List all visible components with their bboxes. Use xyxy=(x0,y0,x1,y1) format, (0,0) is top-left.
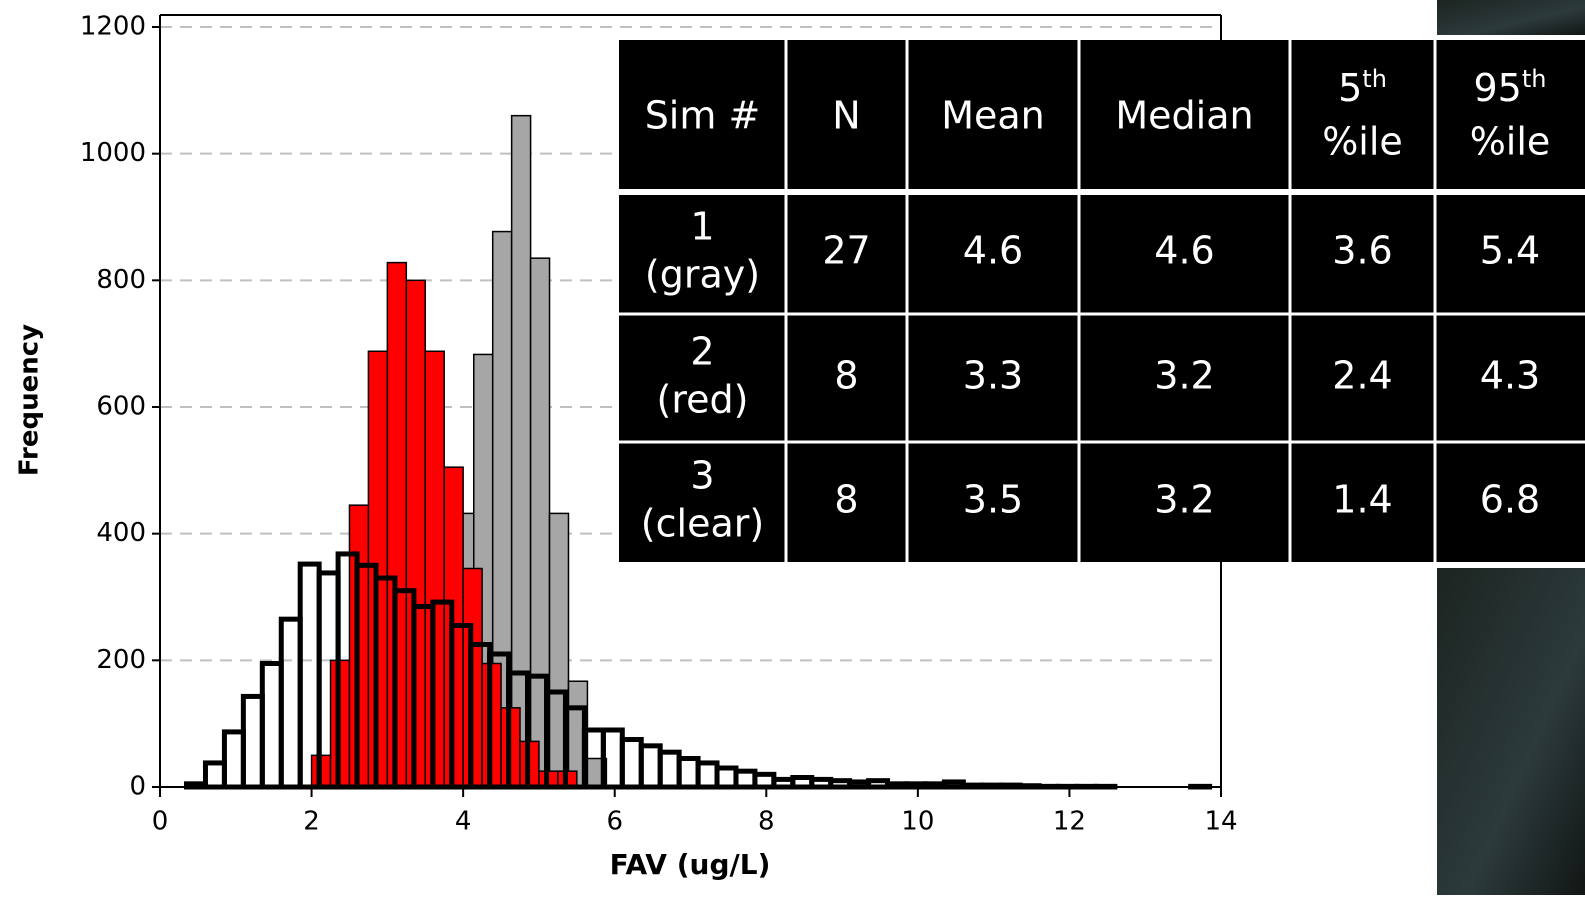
x-tick-label: 12 xyxy=(1053,807,1086,837)
table-cell: 3.2 xyxy=(1154,354,1214,398)
histogram-bar xyxy=(278,616,303,790)
histogram-bar xyxy=(695,760,720,790)
y-axis-title: Frequency xyxy=(15,324,45,476)
histogram-bar xyxy=(297,561,322,790)
y-tick-label: 1200 xyxy=(80,12,146,42)
header-cell: Sim # xyxy=(645,94,761,138)
photo-strip xyxy=(1437,568,1585,895)
sim-label: (gray) xyxy=(645,253,760,297)
table-cell: 27 xyxy=(822,229,870,273)
y-tick-label: 600 xyxy=(96,392,146,422)
table-cell: 5.4 xyxy=(1480,229,1540,273)
y-tick-label: 200 xyxy=(96,645,146,675)
histogram-bar xyxy=(619,737,644,790)
table-cell: 8 xyxy=(834,478,858,522)
table-cell: 3.5 xyxy=(963,478,1023,522)
histogram-bar xyxy=(790,775,815,790)
x-tick-label: 8 xyxy=(758,807,775,837)
x-tick-label: 4 xyxy=(455,807,472,837)
y-tick-label: 800 xyxy=(96,265,146,295)
header-cell: %ile xyxy=(1470,120,1551,164)
histogram-bar xyxy=(202,760,227,790)
x-axis-title: FAV (ug/L) xyxy=(610,848,771,881)
x-tick-label: 0 xyxy=(152,807,169,837)
histogram-bar xyxy=(221,729,246,790)
table-cell: 1.4 xyxy=(1332,478,1392,522)
histogram-bar xyxy=(638,743,663,790)
header-text: 5 xyxy=(1338,66,1362,110)
sim-label: (clear) xyxy=(641,502,764,546)
header-cell: Mean xyxy=(941,94,1045,138)
header-text: 95 xyxy=(1474,66,1522,110)
histogram-bar xyxy=(771,776,796,790)
table-cell: 3.2 xyxy=(1154,478,1214,522)
photo-strip xyxy=(1437,0,1585,35)
table-background xyxy=(619,40,1585,562)
table-cell: 4.6 xyxy=(1154,229,1214,273)
header-superscript: th xyxy=(1362,65,1387,93)
histogram-bar xyxy=(733,768,758,790)
table-cell: 4.6 xyxy=(963,229,1023,273)
histogram-bar xyxy=(657,749,682,790)
table-cell: 8 xyxy=(834,354,858,398)
header-cell: N xyxy=(832,94,860,138)
histogram-bar xyxy=(714,765,739,790)
histogram-bar xyxy=(752,771,777,790)
histogram-bar xyxy=(259,661,284,790)
y-tick-label: 1000 xyxy=(80,138,146,168)
header-cell: 95th xyxy=(1474,65,1547,110)
histogram-bar xyxy=(809,776,834,790)
sim-number: 2 xyxy=(690,330,714,374)
x-tick-label: 2 xyxy=(303,807,320,837)
table-cell: 4.3 xyxy=(1480,354,1540,398)
table-cell: 2.4 xyxy=(1332,354,1392,398)
table-cell: 3.6 xyxy=(1332,229,1392,273)
x-tick-label: 14 xyxy=(1204,807,1237,837)
histogram-bar xyxy=(240,693,265,790)
sim-label: (red) xyxy=(657,378,749,422)
histogram-bar xyxy=(676,756,701,790)
header-cell: 5th xyxy=(1338,65,1387,110)
sim-number: 1 xyxy=(690,205,714,249)
x-tick-label: 6 xyxy=(606,807,623,837)
x-tick-label: 10 xyxy=(901,807,934,837)
header-cell: Median xyxy=(1115,94,1253,138)
y-tick-label: 400 xyxy=(96,518,146,548)
y-tick-label: 0 xyxy=(129,772,146,802)
header-cell: %ile xyxy=(1322,120,1403,164)
table-cell: 6.8 xyxy=(1480,478,1540,522)
table-cell: 3.3 xyxy=(963,354,1023,398)
header-superscript: th xyxy=(1522,65,1547,93)
sim-number: 3 xyxy=(690,454,714,498)
